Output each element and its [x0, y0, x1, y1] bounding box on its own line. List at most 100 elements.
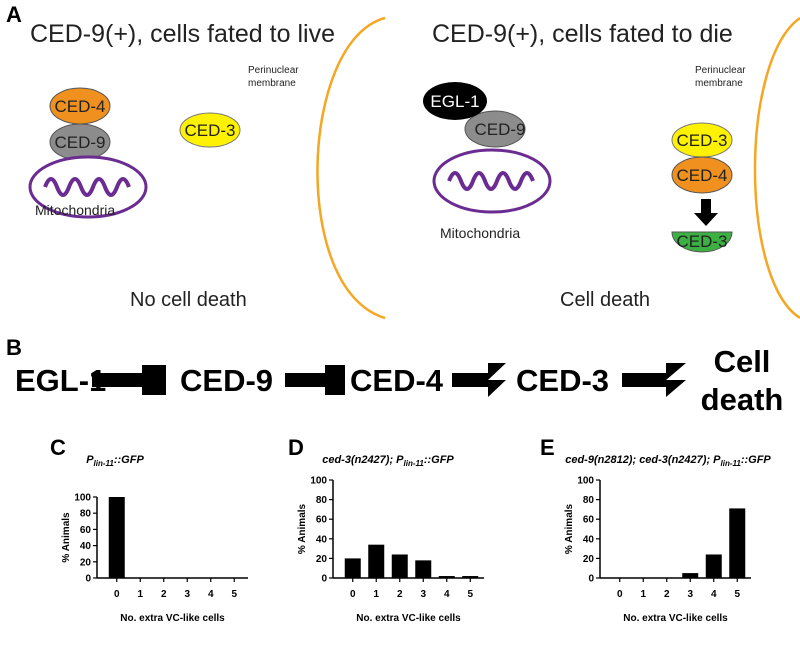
y-tick-label: 20	[316, 554, 328, 565]
mitochondria	[28, 155, 148, 219]
x-tick-label: 3	[420, 589, 426, 600]
bar	[344, 558, 361, 578]
ced9-label: CED-9	[54, 133, 105, 152]
arrow-down-icon	[694, 199, 718, 226]
activate-arrow-icon	[622, 363, 686, 397]
left-title: CED-9(+), cells fated to live	[30, 20, 335, 48]
bar	[682, 573, 699, 578]
x-tick-label: 4	[711, 589, 717, 600]
perinuclear-membrane	[316, 16, 386, 320]
ced3-label: CED-3	[676, 131, 727, 150]
right-title: CED-9(+), cells fated to die	[432, 20, 733, 48]
node-ced3: CED-3	[516, 363, 609, 398]
perinuclear-membrane	[753, 16, 800, 320]
x-tick-label: 2	[397, 589, 403, 600]
x-tick-label: 5	[231, 589, 237, 600]
panel-label-a: A	[6, 2, 22, 27]
ced3-label: CED-3	[184, 121, 235, 140]
chart-title: ced-9(n2812); ced-3(n2427); Plin-11::GFP	[565, 454, 771, 468]
x-tick-label: 3	[687, 589, 693, 600]
mito-label: Mitochondria	[35, 202, 115, 218]
bar	[705, 554, 722, 578]
y-tick-label: 20	[583, 554, 595, 565]
x-tick-label: 0	[114, 589, 120, 600]
y-tick-label: 100	[577, 476, 594, 487]
x-tick-label: 5	[734, 589, 740, 600]
chart-title: Plin-11::GFP	[86, 454, 144, 468]
y-tick-label: 60	[316, 515, 328, 526]
y-tick-label: 100	[310, 476, 327, 487]
y-tick-label: 0	[321, 574, 327, 585]
panel-label-b: B	[6, 335, 22, 360]
y-tick-label: 80	[80, 509, 92, 520]
mitochondria-cristae	[43, 177, 131, 197]
panel-label-d: D	[288, 435, 304, 460]
y-tick-label: 40	[583, 534, 595, 545]
node-ced4: CED-4	[350, 363, 444, 398]
bar	[391, 554, 408, 578]
x-tick-label: 3	[184, 589, 190, 600]
x-axis-label: No. extra VC-like cells	[623, 613, 728, 624]
activate-arrow-icon	[452, 363, 506, 397]
bar	[729, 508, 746, 578]
bar	[438, 576, 455, 578]
mitochondria	[432, 148, 552, 214]
mitochondria-cristae	[447, 171, 535, 191]
node-cell: Cell	[714, 344, 771, 379]
mito-label: Mitochondria	[440, 225, 520, 241]
y-axis-label: % Animals	[297, 503, 308, 554]
left-diagram: CED-4 CED-9 Mitochondria CED-3 Perinucle…	[28, 16, 386, 320]
ced9-protein	[464, 110, 526, 148]
panel-label-c: C	[50, 435, 66, 460]
x-tick-label: 0	[350, 589, 356, 600]
egl1-protein	[423, 82, 487, 120]
y-tick-label: 40	[80, 541, 92, 552]
bar	[108, 497, 125, 578]
bar	[462, 576, 479, 578]
y-tick-label: 80	[316, 495, 328, 506]
y-tick-label: 0	[588, 574, 594, 585]
membrane-label-2: membrane	[695, 78, 743, 89]
x-tick-label: 2	[161, 589, 167, 600]
membrane-label-1: Perinuclear	[695, 65, 746, 76]
membrane-label-1: Perinuclear	[248, 65, 299, 76]
x-tick-label: 1	[373, 589, 379, 600]
x-tick-label: 1	[640, 589, 646, 600]
left-outcome: No cell death	[130, 289, 247, 311]
chart-title: ced-3(n2427); Plin-11::GFP	[322, 454, 454, 468]
node-ced9: CED-9	[180, 363, 273, 398]
right-diagram: CED-9 EGL-1 Mitochondria Perinuclear mem…	[423, 16, 800, 320]
x-tick-label: 2	[664, 589, 670, 600]
x-tick-label: 4	[208, 589, 214, 600]
y-tick-label: 60	[583, 515, 595, 526]
ced4-protein	[671, 156, 733, 194]
membrane-label-2: membrane	[248, 78, 296, 89]
bar	[415, 560, 432, 578]
x-tick-label: 0	[617, 589, 623, 600]
y-axis-label: % Animals	[61, 512, 72, 563]
x-axis-label: No. extra VC-like cells	[120, 613, 225, 624]
ced4-label: CED-4	[676, 166, 727, 185]
x-tick-label: 4	[444, 589, 450, 600]
y-tick-label: 40	[316, 534, 328, 545]
y-tick-label: 20	[80, 557, 92, 568]
egl1-label: EGL-1	[430, 92, 479, 111]
inhibit-arrow-icon	[285, 365, 345, 395]
y-tick-label: 60	[80, 525, 92, 536]
y-tick-label: 80	[583, 495, 595, 506]
pathway: EGL-1 CED-9 CED-4 CED-3 Cell death	[15, 344, 783, 417]
chart-e: ced-9(n2812); ced-3(n2427); Plin-11::GFP…	[564, 454, 771, 624]
x-axis-label: No. extra VC-like cells	[356, 613, 461, 624]
bar	[368, 544, 385, 578]
node-egl1: EGL-1	[15, 363, 106, 398]
panel-label-e: E	[540, 435, 555, 460]
y-axis-label: % Animals	[564, 503, 575, 554]
x-tick-label: 5	[467, 589, 473, 600]
ced3-active-label: CED-3	[676, 232, 727, 251]
y-tick-label: 0	[85, 574, 91, 585]
y-tick-label: 100	[74, 493, 91, 504]
